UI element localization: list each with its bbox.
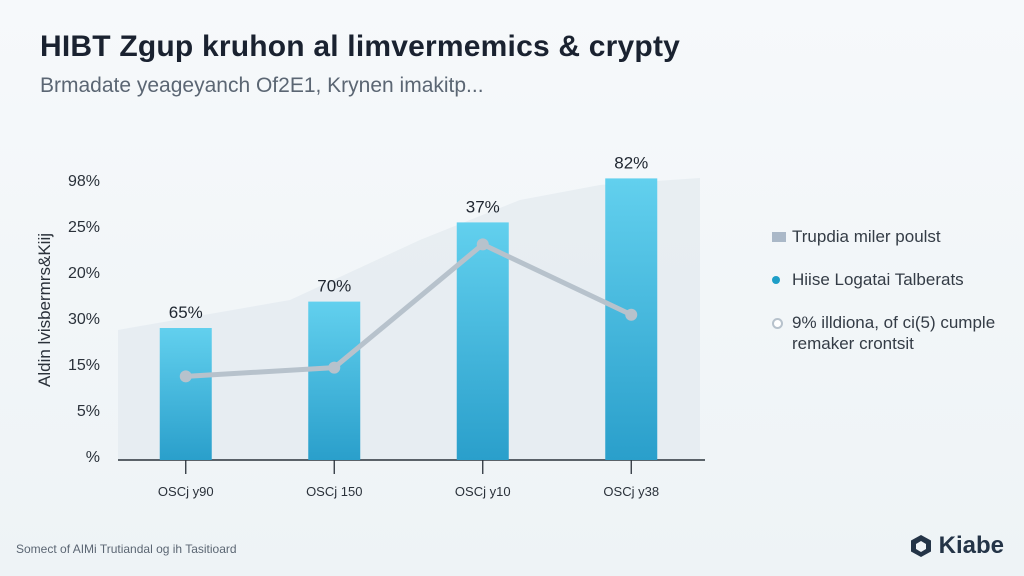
ring-swatch-icon: [772, 318, 783, 329]
x-tick-label: OSCj y10: [455, 484, 511, 499]
bar-value-label: 82%: [614, 153, 648, 172]
legend-item-line: 9% illdiona, of ci(5) cumple remaker cro…: [772, 312, 1012, 354]
page-subtitle: Brmadate yeageyanch Of2E1, Krynen imakit…: [40, 74, 484, 97]
x-tick-label: OSCj y38: [603, 484, 659, 499]
legend-item-bars: Trupdia miler poulst: [772, 226, 1012, 247]
y-tick-label: 98%: [68, 173, 100, 190]
y-tick-label: 20%: [68, 265, 100, 282]
y-axis-label: Aldin lvisbermrs&Kiij: [35, 233, 54, 387]
dot-swatch-icon: [772, 276, 780, 284]
y-tick-label: 25%: [68, 219, 100, 236]
legend-label: Hiise Logatai Talberats: [792, 270, 964, 289]
line-point: [328, 361, 341, 374]
y-tick-label: 5%: [77, 403, 100, 420]
line-point: [179, 370, 192, 383]
bar-value-label: 37%: [466, 197, 500, 216]
footer-note: Somect of AIMi Trutiandal og ih Tasitioa…: [16, 542, 237, 556]
legend-label: Trupdia miler poulst: [792, 227, 941, 246]
x-tick-label: OSCj y90: [158, 484, 214, 499]
brand: Kiabe: [909, 532, 1004, 560]
bar: [308, 301, 361, 460]
page-title: HIBT Zgup kruhon al limvermemics & crypt…: [40, 30, 681, 63]
series-line: [183, 241, 634, 379]
background-area: [118, 178, 700, 460]
y-tick-label: %: [86, 449, 100, 466]
brand-name: Kiabe: [938, 532, 1004, 559]
line-point: [625, 308, 638, 321]
legend-label: 9% illdiona, of ci(5) cumple remaker cro…: [792, 313, 996, 353]
hexagon-logo-icon: [910, 535, 931, 557]
x-tick-label: OSCj 150: [306, 484, 362, 499]
bar-value-label: 65%: [169, 303, 203, 322]
line-point: [476, 238, 489, 251]
bar-swatch-icon: [772, 232, 786, 242]
bar-value-label: 70%: [317, 277, 351, 296]
y-tick-label: 30%: [68, 311, 100, 328]
bar: [159, 328, 212, 460]
y-tick-label: 15%: [68, 357, 100, 374]
legend-item-dot: Hiise Logatai Talberats: [772, 269, 1012, 290]
legend: Trupdia miler poulst Hiise Logatai Talbe…: [772, 226, 1012, 376]
